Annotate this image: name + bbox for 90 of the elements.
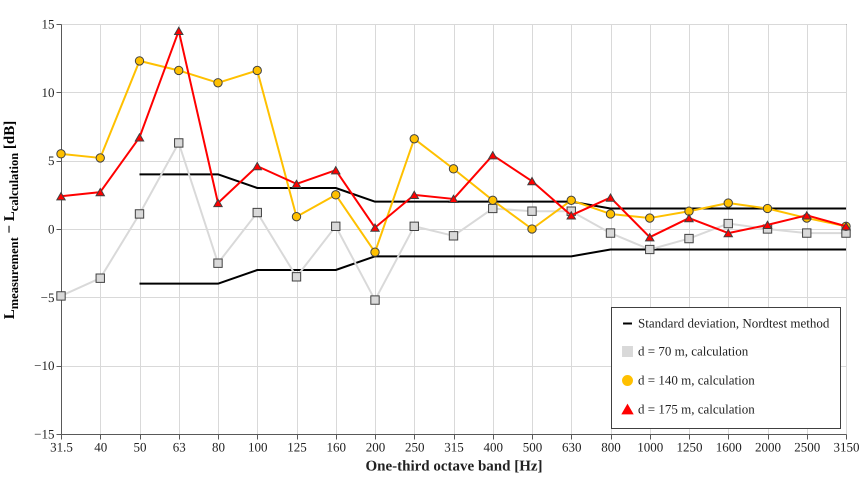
point <box>56 291 66 301</box>
x-tick-label: 50 <box>134 440 146 454</box>
point <box>331 190 340 200</box>
x-tick-label: 31.5 <box>50 440 73 454</box>
point <box>252 162 262 170</box>
point <box>213 198 223 208</box>
point <box>527 177 537 186</box>
point <box>566 196 576 205</box>
point <box>488 151 498 160</box>
x-tick-label: 200 <box>366 440 386 454</box>
point <box>448 164 458 174</box>
x-tick-label: 800 <box>601 440 621 454</box>
x-tick-label: 80 <box>212 440 225 454</box>
x-tick-label: 630 <box>562 440 582 454</box>
point <box>448 231 458 241</box>
point <box>606 209 616 219</box>
y-tick-label: 0 <box>48 222 54 236</box>
point <box>802 228 812 238</box>
x-axis-title: One-third octave band [Hz] <box>365 458 543 474</box>
legend-label: Standard deviation, Nordtest method <box>638 316 830 330</box>
point <box>527 206 537 216</box>
y-tick-label: −10 <box>34 358 54 374</box>
point <box>684 214 694 222</box>
y-tick-label: 10 <box>42 84 54 100</box>
point <box>527 224 537 234</box>
point <box>606 228 616 238</box>
x-tick-label: 315 <box>444 440 464 454</box>
point <box>56 149 66 159</box>
point <box>134 209 144 219</box>
point <box>96 153 105 163</box>
x-tick-label: 100 <box>248 440 268 454</box>
point <box>292 212 302 222</box>
point <box>488 204 498 214</box>
point <box>213 258 223 268</box>
point <box>762 204 772 214</box>
point <box>56 192 66 200</box>
point <box>488 196 498 205</box>
point <box>96 274 105 283</box>
point <box>252 66 262 76</box>
point <box>370 248 380 257</box>
point <box>448 194 458 204</box>
x-tick-label: 250 <box>405 440 424 454</box>
point <box>684 206 694 216</box>
point <box>134 56 144 66</box>
x-tick-label: 400 <box>484 440 503 454</box>
point <box>96 188 105 196</box>
x-tick-label: 1600 <box>716 440 742 454</box>
point <box>370 224 380 232</box>
legend-label: d = 70 m, calculation <box>638 344 749 358</box>
point <box>684 234 694 244</box>
y-tick-label: −5 <box>40 290 54 305</box>
point <box>724 228 733 238</box>
point <box>174 66 184 76</box>
point <box>174 138 184 148</box>
point <box>645 233 654 242</box>
x-tick-label: 63 <box>172 440 186 454</box>
point <box>370 295 380 305</box>
point <box>566 211 576 220</box>
x-tick-label: 2500 <box>794 440 820 454</box>
point <box>331 166 340 174</box>
point <box>292 180 302 188</box>
point <box>606 193 616 202</box>
legend-label: d = 175 m, calculation <box>638 402 756 416</box>
point <box>645 244 654 254</box>
point <box>331 222 340 231</box>
point <box>645 213 654 223</box>
point <box>724 218 733 228</box>
point <box>410 190 419 199</box>
x-tick-label: 1250 <box>676 440 702 454</box>
point <box>724 198 733 208</box>
point <box>134 133 144 142</box>
x-tick-label: 2000 <box>755 440 781 454</box>
point <box>252 208 262 218</box>
y-tick-label: −15 <box>34 426 54 442</box>
point <box>762 220 772 230</box>
point <box>802 211 812 220</box>
point <box>292 272 302 282</box>
point <box>213 78 223 88</box>
x-tick-label: 1000 <box>637 440 664 454</box>
x-tick-label: 40 <box>94 440 108 454</box>
x-tick-label: 500 <box>522 440 542 454</box>
x-tick-label: 3150 <box>834 440 860 454</box>
point <box>410 134 419 144</box>
x-tick-label: 125 <box>287 440 307 454</box>
x-tick-label: 160 <box>326 440 346 454</box>
y-tick-label: 5 <box>48 153 54 168</box>
y-tick-label: 15 <box>42 16 54 32</box>
point <box>174 26 184 35</box>
legend-label: d = 140 m, calculation <box>638 372 756 388</box>
point <box>410 222 419 231</box>
